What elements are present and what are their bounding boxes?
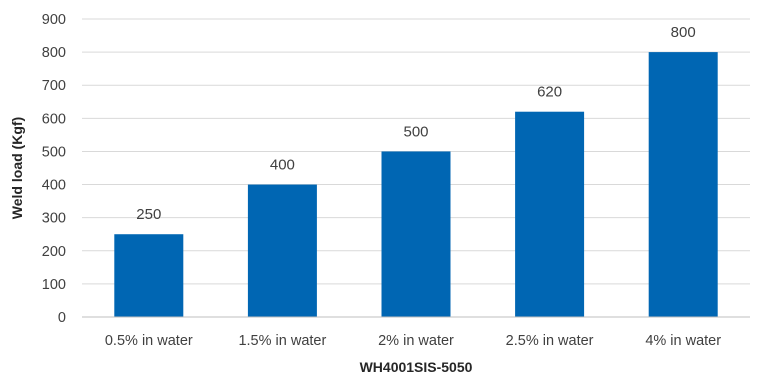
x-tick-label: 4% in water — [645, 333, 721, 349]
data-label: 800 — [671, 24, 696, 41]
x-tick-label: 0.5% in water — [105, 333, 193, 349]
bar — [114, 234, 184, 317]
y-tick-label: 800 — [42, 45, 66, 61]
data-labels: 250 400 500 620 800 — [136, 24, 695, 223]
x-tick-label: 2% in water — [378, 333, 454, 349]
bar — [515, 111, 585, 317]
data-label: 400 — [270, 157, 295, 174]
data-label: 250 — [136, 206, 161, 223]
y-tick-label: 200 — [42, 244, 66, 260]
y-tick-label: 700 — [42, 78, 66, 94]
y-tick-label: 500 — [42, 144, 66, 160]
y-axis-ticks: 0 100 200 300 400 500 600 700 800 900 — [42, 12, 66, 326]
x-tick-label: 1.5% in water — [238, 333, 326, 349]
x-tick-label: 2.5% in water — [506, 333, 594, 349]
bars — [114, 52, 718, 317]
y-tick-label: 600 — [42, 111, 66, 127]
y-tick-label: 300 — [42, 211, 66, 227]
data-label: 620 — [537, 84, 562, 101]
y-tick-label: 100 — [42, 277, 66, 293]
bar — [648, 52, 718, 317]
x-axis-ticks: 0.5% in water 1.5% in water 2% in water 2.5… — [105, 333, 721, 349]
y-tick-label: 900 — [42, 12, 66, 28]
x-axis-title: WH4001SIS-5050 — [360, 359, 473, 375]
bar — [381, 151, 451, 317]
y-tick-label: 400 — [42, 178, 66, 194]
bar — [247, 184, 317, 317]
data-label: 500 — [403, 123, 428, 140]
y-tick-label: 0 — [58, 310, 66, 326]
y-axis-title: Weld load (Kgf) — [9, 117, 25, 219]
